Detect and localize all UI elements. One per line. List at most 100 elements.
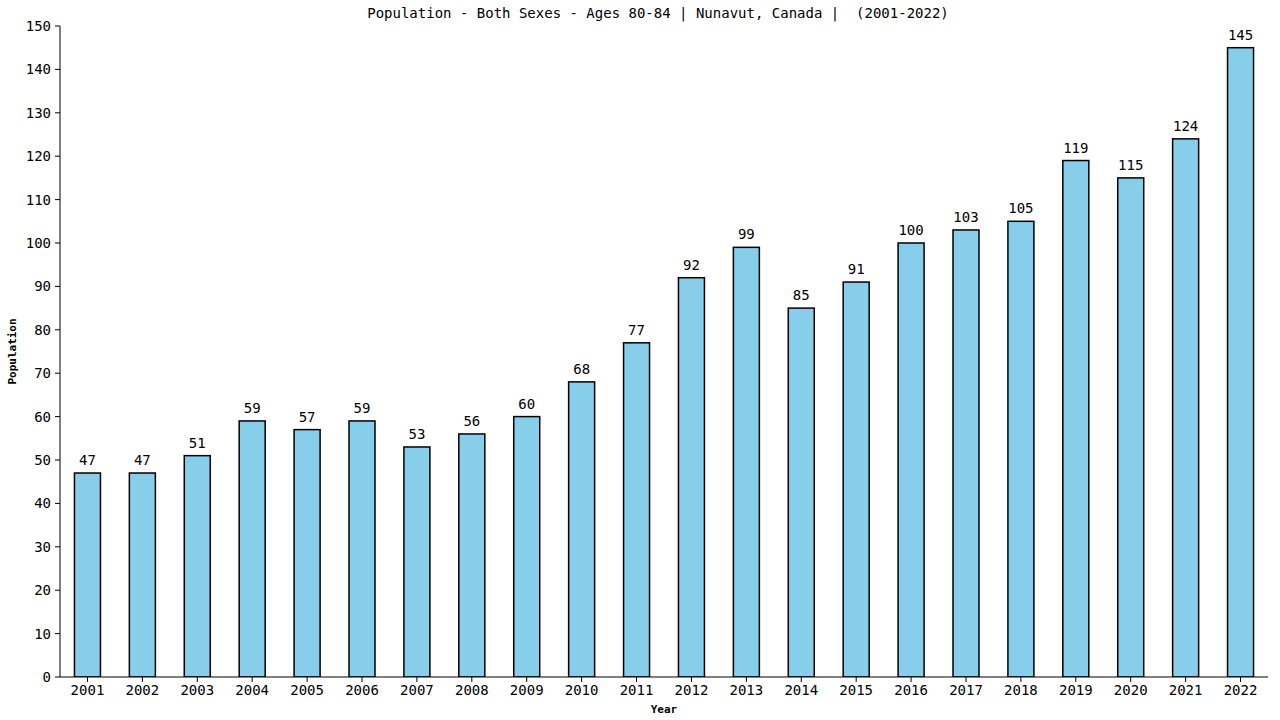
bar xyxy=(1008,221,1034,677)
bar xyxy=(1063,161,1089,677)
y-tick-label: 70 xyxy=(34,365,51,381)
bar xyxy=(788,308,814,677)
data-label: 51 xyxy=(189,435,206,451)
x-tick-label: 2006 xyxy=(345,682,379,698)
x-tick-label: 2016 xyxy=(894,682,928,698)
y-tick xyxy=(55,546,60,547)
y-tick xyxy=(55,243,60,244)
bar xyxy=(733,247,759,677)
x-tick-label: 2002 xyxy=(126,682,160,698)
bar xyxy=(1173,139,1199,677)
y-tick-label: 60 xyxy=(34,409,51,425)
y-tick xyxy=(55,112,60,113)
bar xyxy=(1118,178,1144,677)
data-label: 57 xyxy=(299,409,316,425)
y-tick xyxy=(55,373,60,374)
data-label: 100 xyxy=(898,222,923,238)
data-label: 77 xyxy=(628,322,645,338)
data-label: 47 xyxy=(134,452,151,468)
data-label: 92 xyxy=(683,257,700,273)
bar xyxy=(184,456,210,677)
y-tick xyxy=(55,677,60,678)
bar xyxy=(74,473,100,677)
y-tick xyxy=(55,416,60,417)
y-tick-label: 40 xyxy=(34,495,51,511)
y-tick-label: 50 xyxy=(34,452,51,468)
x-tick-label: 2015 xyxy=(839,682,873,698)
y-tick-label: 80 xyxy=(34,322,51,338)
x-tick-label: 2012 xyxy=(675,682,709,698)
y-tick-label: 110 xyxy=(26,192,51,208)
y-tick-label: 30 xyxy=(34,539,51,555)
data-label: 145 xyxy=(1228,27,1253,43)
bar xyxy=(569,382,595,677)
x-tick-label: 2008 xyxy=(455,682,489,698)
x-tick-label: 2005 xyxy=(290,682,324,698)
y-tick-label: 0 xyxy=(43,669,51,685)
y-tick xyxy=(55,633,60,634)
x-tick-label: 2017 xyxy=(949,682,983,698)
x-axis xyxy=(60,677,1268,678)
data-label: 68 xyxy=(573,361,590,377)
data-label: 119 xyxy=(1063,140,1088,156)
bars xyxy=(74,48,1253,677)
y-tick-label: 20 xyxy=(34,582,51,598)
x-tick-label: 2007 xyxy=(400,682,434,698)
data-label: 85 xyxy=(793,287,810,303)
chart: Population - Both Sexes - Ages 80-84 | N… xyxy=(0,0,1280,720)
x-tick-label: 2004 xyxy=(235,682,269,698)
bar xyxy=(129,473,155,677)
data-label: 99 xyxy=(738,226,755,242)
x-tick-label: 2018 xyxy=(1004,682,1038,698)
y-tick-label: 130 xyxy=(26,105,51,121)
y-tick xyxy=(55,503,60,504)
x-tick-label: 2003 xyxy=(180,682,214,698)
data-label: 56 xyxy=(463,413,480,429)
y-tick-label: 150 xyxy=(26,18,51,34)
bar xyxy=(843,282,869,677)
bar xyxy=(294,430,320,677)
y-tick-label: 100 xyxy=(26,235,51,251)
bar xyxy=(1228,48,1254,677)
y-tick xyxy=(55,69,60,70)
x-tick-label: 2019 xyxy=(1059,682,1093,698)
data-label: 105 xyxy=(1008,200,1033,216)
bar xyxy=(898,243,924,677)
y-tick xyxy=(55,156,60,157)
y-tick xyxy=(55,460,60,461)
bar xyxy=(459,434,485,677)
x-tick-label: 2021 xyxy=(1169,682,1203,698)
y-tick xyxy=(55,590,60,591)
y-axis-label: Population xyxy=(6,318,19,384)
y-tick-label: 140 xyxy=(26,61,51,77)
y-tick xyxy=(55,199,60,200)
bar xyxy=(239,421,265,677)
bar xyxy=(624,343,650,677)
y-tick xyxy=(55,329,60,330)
data-label: 91 xyxy=(848,261,865,277)
x-axis-label: Year xyxy=(651,703,678,716)
data-label: 53 xyxy=(408,426,425,442)
background xyxy=(0,0,1280,720)
data-label: 59 xyxy=(244,400,261,416)
y-tick xyxy=(55,26,60,27)
bar xyxy=(349,421,375,677)
y-tick xyxy=(55,286,60,287)
x-tick-label: 2010 xyxy=(565,682,599,698)
bar xyxy=(678,278,704,677)
data-label: 103 xyxy=(953,209,978,225)
y-tick-label: 90 xyxy=(34,278,51,294)
x-tick-label: 2020 xyxy=(1114,682,1148,698)
x-tick-label: 2009 xyxy=(510,682,544,698)
x-tick-label: 2001 xyxy=(71,682,105,698)
y-tick-label: 120 xyxy=(26,148,51,164)
bar xyxy=(404,447,430,677)
data-label: 47 xyxy=(79,452,96,468)
title: Population - Both Sexes - Ages 80-84 | N… xyxy=(367,5,949,22)
data-label: 59 xyxy=(354,400,371,416)
x-tick-label: 2013 xyxy=(730,682,764,698)
x-tick-label: 2011 xyxy=(620,682,654,698)
x-tick-label: 2014 xyxy=(784,682,818,698)
data-label: 124 xyxy=(1173,118,1198,134)
x-tick-label: 2022 xyxy=(1224,682,1258,698)
